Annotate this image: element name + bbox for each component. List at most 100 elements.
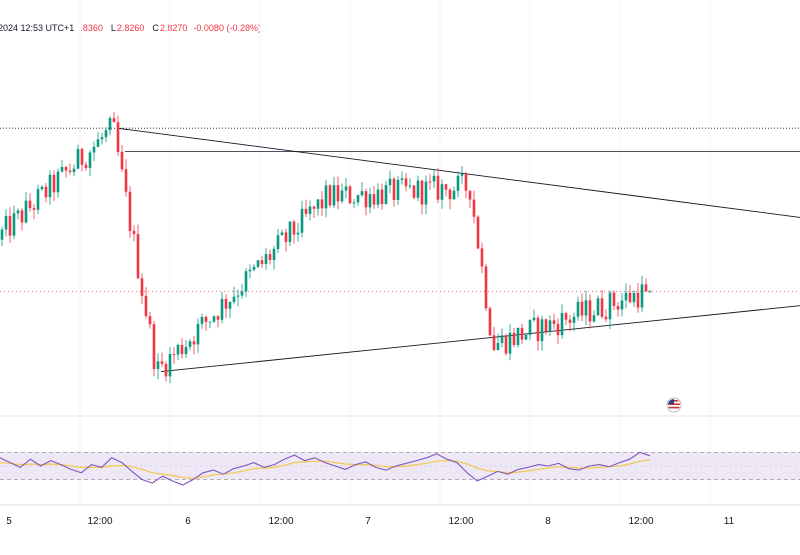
candle-down bbox=[116, 115, 120, 156]
candle-up bbox=[264, 247, 268, 270]
candle-up bbox=[648, 289, 652, 293]
candle-up bbox=[300, 200, 304, 238]
candle-down bbox=[44, 182, 48, 203]
header-close-label: C bbox=[152, 23, 159, 33]
x-tick-label: 12:00 bbox=[628, 516, 653, 527]
x-tick-label: 5 bbox=[6, 516, 12, 527]
candle-down bbox=[192, 335, 196, 355]
candle-down bbox=[504, 333, 508, 356]
candle-up bbox=[92, 141, 96, 162]
candle-up bbox=[368, 187, 372, 214]
candle-up bbox=[560, 304, 564, 339]
candle-down bbox=[132, 225, 136, 242]
time-axis: 5 12:00 6 12:00 7 12:00 8 12:00 11 bbox=[6, 516, 734, 527]
candle-up bbox=[396, 175, 400, 205]
triangle-lower-line[interactable] bbox=[160, 305, 800, 373]
candle-up bbox=[624, 283, 628, 309]
candle-down bbox=[364, 188, 368, 216]
candle-down bbox=[64, 166, 68, 178]
candle-down bbox=[588, 294, 592, 329]
candle-up bbox=[384, 180, 388, 205]
candle-down bbox=[144, 287, 148, 319]
candle-up bbox=[532, 309, 536, 323]
candle-up bbox=[256, 259, 260, 269]
candle-up bbox=[340, 183, 344, 204]
candle-up bbox=[16, 208, 20, 220]
candle-up bbox=[40, 185, 44, 191]
candle-up bbox=[188, 338, 192, 351]
candle-up bbox=[596, 295, 600, 316]
candle-up bbox=[500, 328, 504, 348]
candle-up bbox=[632, 290, 636, 307]
candle-up bbox=[72, 164, 76, 177]
candle-up bbox=[288, 221, 292, 247]
candle-up bbox=[296, 223, 300, 242]
candle-down bbox=[428, 174, 432, 190]
candle-up bbox=[360, 181, 364, 197]
candle-down bbox=[20, 208, 24, 231]
candle-down bbox=[636, 283, 640, 313]
candle-down bbox=[476, 215, 480, 250]
candle-down bbox=[80, 147, 84, 172]
candle-down bbox=[148, 311, 152, 329]
candle-up bbox=[208, 321, 212, 329]
candle-down bbox=[372, 185, 376, 210]
candle-up bbox=[200, 313, 204, 329]
x-tick-label: 8 bbox=[545, 516, 551, 527]
candle-up bbox=[280, 229, 284, 236]
candle-down bbox=[612, 290, 616, 311]
candle-up bbox=[196, 318, 200, 353]
candle-up bbox=[228, 301, 232, 318]
candle-up bbox=[432, 169, 436, 189]
us-flag-icon[interactable] bbox=[666, 397, 682, 413]
candle-down bbox=[480, 242, 484, 274]
candle-down bbox=[32, 204, 36, 220]
candle-up bbox=[232, 286, 236, 305]
candle-up bbox=[176, 343, 180, 361]
candle-up bbox=[548, 315, 552, 337]
candle-down bbox=[580, 293, 584, 322]
candle-up bbox=[88, 150, 92, 177]
candle-down bbox=[8, 207, 12, 243]
rsi-line bbox=[0, 451, 651, 486]
candle-down bbox=[28, 193, 32, 212]
candles bbox=[0, 111, 652, 384]
x-tick-label: 12:00 bbox=[268, 516, 293, 527]
candle-up bbox=[244, 268, 248, 297]
candle-up bbox=[316, 199, 320, 216]
candle-up bbox=[344, 178, 348, 199]
candle-down bbox=[380, 183, 384, 210]
candle-up bbox=[108, 116, 112, 136]
candle-down bbox=[604, 309, 608, 323]
candle-down bbox=[404, 173, 408, 192]
candle-down bbox=[224, 294, 228, 319]
candle-up bbox=[440, 179, 444, 209]
horizontal-lines bbox=[0, 127, 800, 152]
candle-down bbox=[112, 111, 116, 123]
rsi-ma-line bbox=[0, 459, 651, 479]
candle-down bbox=[564, 311, 568, 326]
candle-down bbox=[444, 183, 448, 197]
candle-up bbox=[4, 209, 8, 237]
candle-up bbox=[240, 283, 244, 299]
candle-down bbox=[336, 176, 340, 210]
candle-down bbox=[260, 255, 264, 268]
candle-down bbox=[284, 228, 288, 252]
candle-down bbox=[180, 338, 184, 359]
candle-up bbox=[56, 168, 60, 198]
candle-down bbox=[268, 249, 272, 265]
candle-up bbox=[524, 334, 528, 340]
candle-up bbox=[168, 347, 172, 384]
triangle-upper-line[interactable] bbox=[116, 127, 800, 218]
candle-up bbox=[60, 159, 64, 173]
candle-up bbox=[516, 327, 520, 348]
grid bbox=[79, 0, 711, 505]
candle-down bbox=[320, 191, 324, 216]
x-tick-label: 6 bbox=[185, 516, 191, 527]
candle-down bbox=[448, 188, 452, 210]
candle-up bbox=[416, 175, 420, 202]
candle-up bbox=[76, 144, 80, 169]
candle-up bbox=[248, 264, 252, 279]
candle-up bbox=[212, 315, 216, 323]
